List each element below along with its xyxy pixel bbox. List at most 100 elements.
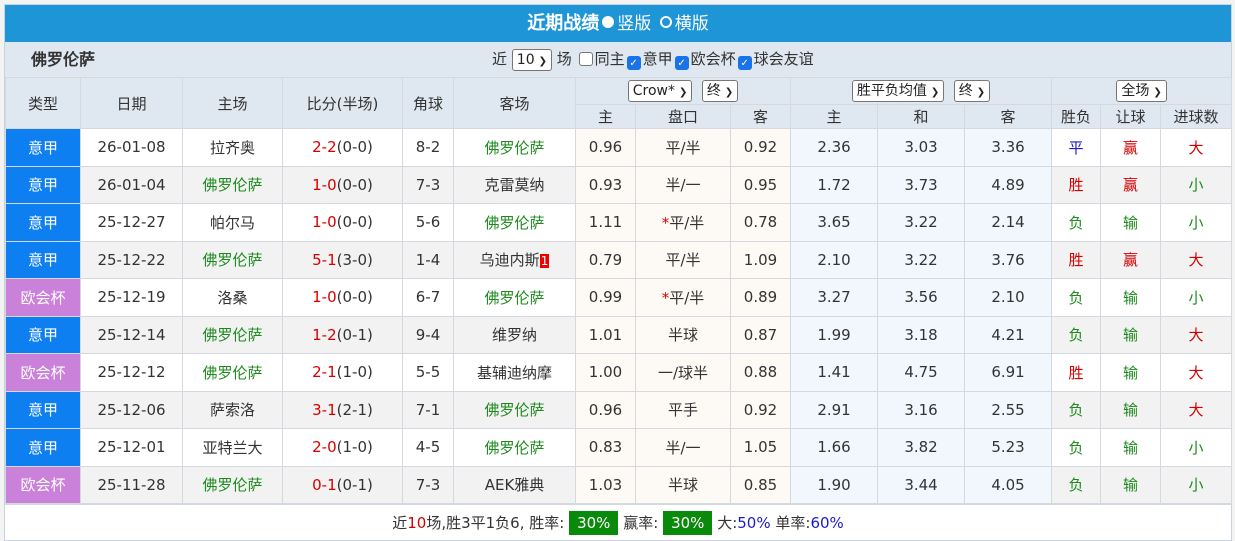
home-team-cell[interactable]: 佛罗伦萨 (182, 465, 283, 504)
ah-line: 平手 (635, 390, 731, 429)
panel-title: 近期战绩 (527, 13, 600, 34)
table-row[interactable]: 欧会杯 25-11-28 佛罗伦萨 0-1(0-1) 7-3 AEK雅典 1.0… (5, 465, 1233, 504)
score-cell[interactable]: 1-0(0-0) (282, 165, 403, 204)
league-cell[interactable]: 意甲 (5, 203, 81, 242)
vertical-radio[interactable] (602, 16, 615, 28)
score-cell[interactable]: 2-0(1-0) (282, 428, 403, 467)
scope-select[interactable]: 全场 ❯ (1116, 80, 1167, 102)
score-cell[interactable]: 0-1(0-1) (282, 465, 403, 504)
league-cell[interactable]: 欧会杯 (5, 465, 81, 504)
eu-draw-odds: 3.18 (877, 315, 966, 354)
result-cell: 负 (1051, 390, 1102, 429)
away-team-cell[interactable]: 乌迪内斯1 (453, 240, 576, 279)
away-team-cell[interactable]: 佛罗伦萨 (453, 390, 576, 429)
table-row[interactable]: 意甲 25-12-14 佛罗伦萨 1-2(0-1) 9-4 维罗纳 1.01 半… (5, 315, 1233, 354)
horizontal-label[interactable]: 横版 (674, 14, 709, 34)
away-team-cell[interactable]: 维罗纳 (453, 315, 576, 354)
corner-cell: 5-5 (402, 353, 454, 392)
ah-line: 半球 (635, 315, 731, 354)
score-cell[interactable]: 1-0(0-0) (282, 203, 403, 242)
col-goals: 进球数 (1160, 104, 1233, 129)
date-cell: 25-12-27 (80, 203, 183, 242)
league-cell[interactable]: 意甲 (5, 165, 81, 204)
league-cell[interactable]: 意甲 (5, 240, 81, 279)
table-row[interactable]: 欧会杯 25-12-19 洛桑 1-0(0-0) 6-7 佛罗伦萨 0.99 *… (5, 278, 1233, 317)
conf-league-checkbox[interactable]: ✓ (674, 56, 689, 70)
ah-away-odds: 1.05 (729, 428, 792, 467)
league-cell[interactable]: 意甲 (5, 315, 81, 354)
company-stage-select[interactable]: 终 ❯ (701, 80, 739, 102)
eu-away-odds: 2.10 (964, 278, 1053, 317)
eu-draw-odds: 3.56 (877, 278, 966, 317)
col-ah-away: 客 (729, 104, 792, 129)
league-cell[interactable]: 意甲 (5, 428, 81, 467)
col-home: 主场 (182, 77, 283, 129)
vertical-label[interactable]: 竖版 (617, 14, 652, 34)
ah-line: 一/球半 (635, 353, 731, 392)
company-select[interactable]: Crow* ❯ (627, 80, 693, 102)
handicap-result-cell: 赢 (1100, 165, 1162, 204)
filter-bar: 佛罗伦萨 近 10 ❯ 场 同主 ✓ 意甲 ✓ 欧会杯 ✓ 球会友谊 (5, 42, 1231, 77)
red-card-badge: 1 (539, 254, 550, 269)
ah-away-odds: 0.85 (729, 465, 792, 504)
home-team-cell[interactable]: 洛桑 (182, 278, 283, 317)
seriea-checkbox[interactable]: ✓ (626, 56, 641, 70)
handicap-result-cell: 输 (1100, 353, 1162, 392)
match-count-select[interactable]: 10 ❯ (511, 48, 553, 71)
home-team-cell[interactable]: 帕尔马 (182, 203, 283, 242)
league-cell[interactable]: 意甲 (5, 128, 81, 167)
col-score: 比分(半场) (282, 77, 403, 129)
away-team-cell[interactable]: 佛罗伦萨 (453, 428, 576, 467)
league-cell[interactable]: 欧会杯 (5, 353, 81, 392)
away-team-cell[interactable]: 佛罗伦萨 (453, 278, 576, 317)
handicap-result-cell: 输 (1100, 278, 1162, 317)
goals-result-cell: 大 (1160, 128, 1233, 167)
eu-home-odds: 2.91 (790, 390, 879, 429)
score-cell[interactable]: 3-1(2-1) (282, 390, 403, 429)
table-row[interactable]: 意甲 26-01-04 佛罗伦萨 1-0(0-0) 7-3 克雷莫纳 0.93 … (5, 165, 1233, 204)
ah-away-odds: 0.87 (729, 315, 792, 354)
table-row[interactable]: 意甲 25-12-22 佛罗伦萨 5-1(3-0) 1-4 乌迪内斯1 0.79… (5, 240, 1233, 279)
ah-home-odds: 0.93 (575, 165, 636, 204)
corner-cell: 6-7 (402, 278, 454, 317)
away-team-cell[interactable]: 佛罗伦萨 (453, 128, 576, 167)
same-home-checkbox[interactable] (578, 52, 593, 66)
result-cell: 负 (1051, 315, 1102, 354)
home-team-cell[interactable]: 佛罗伦萨 (182, 353, 283, 392)
score-cell[interactable]: 2-2(0-0) (282, 128, 403, 167)
handicap-result-cell: 输 (1100, 428, 1162, 467)
goals-result-cell: 小 (1160, 428, 1233, 467)
table-row[interactable]: 意甲 26-01-08 拉齐奥 2-2(0-0) 8-2 佛罗伦萨 0.96 平… (5, 128, 1233, 167)
score-cell[interactable]: 1-0(0-0) (282, 278, 403, 317)
friendly-checkbox[interactable]: ✓ (737, 56, 752, 70)
score-cell[interactable]: 1-2(0-1) (282, 315, 403, 354)
away-team-cell[interactable]: 佛罗伦萨 (453, 203, 576, 242)
home-team-cell[interactable]: 拉齐奥 (182, 128, 283, 167)
win-rate-badge: 30% (569, 511, 619, 535)
home-team-cell[interactable]: 佛罗伦萨 (182, 165, 283, 204)
table-row[interactable]: 意甲 25-12-27 帕尔马 1-0(0-0) 5-6 佛罗伦萨 1.11 *… (5, 203, 1233, 242)
home-team-cell[interactable]: 亚特兰大 (182, 428, 283, 467)
away-team-cell[interactable]: AEK雅典 (453, 465, 576, 504)
league-cell[interactable]: 意甲 (5, 390, 81, 429)
score-cell[interactable]: 2-1(1-0) (282, 353, 403, 392)
table-row[interactable]: 意甲 25-12-06 萨索洛 3-1(2-1) 7-1 佛罗伦萨 0.96 平… (5, 390, 1233, 429)
chevron-down-icon: ❯ (724, 87, 734, 98)
score-cell[interactable]: 5-1(3-0) (282, 240, 403, 279)
away-team-cell[interactable]: 基辅迪纳摩 (453, 353, 576, 392)
home-team-cell[interactable]: 佛罗伦萨 (182, 315, 283, 354)
away-team-cell[interactable]: 克雷莫纳 (453, 165, 576, 204)
table-row[interactable]: 意甲 25-12-01 亚特兰大 2-0(1-0) 4-5 佛罗伦萨 0.83 … (5, 428, 1233, 467)
table-row[interactable]: 欧会杯 25-12-12 佛罗伦萨 2-1(1-0) 5-5 基辅迪纳摩 1.0… (5, 353, 1233, 392)
odds-stage-select[interactable]: 终 ❯ (953, 80, 991, 102)
home-team-cell[interactable]: 佛罗伦萨 (182, 240, 283, 279)
home-team-cell[interactable]: 萨索洛 (182, 390, 283, 429)
odds-type-select[interactable]: 胜平负均值 ❯ (851, 80, 945, 102)
handicap-result-cell: 输 (1100, 465, 1162, 504)
corner-cell: 7-3 (402, 165, 454, 204)
col-type: 类型 (5, 77, 81, 129)
ah-away-odds: 0.95 (729, 165, 792, 204)
league-cell[interactable]: 欧会杯 (5, 278, 81, 317)
horizontal-radio[interactable] (659, 16, 672, 28)
col-handicap: 让球 (1100, 104, 1162, 129)
